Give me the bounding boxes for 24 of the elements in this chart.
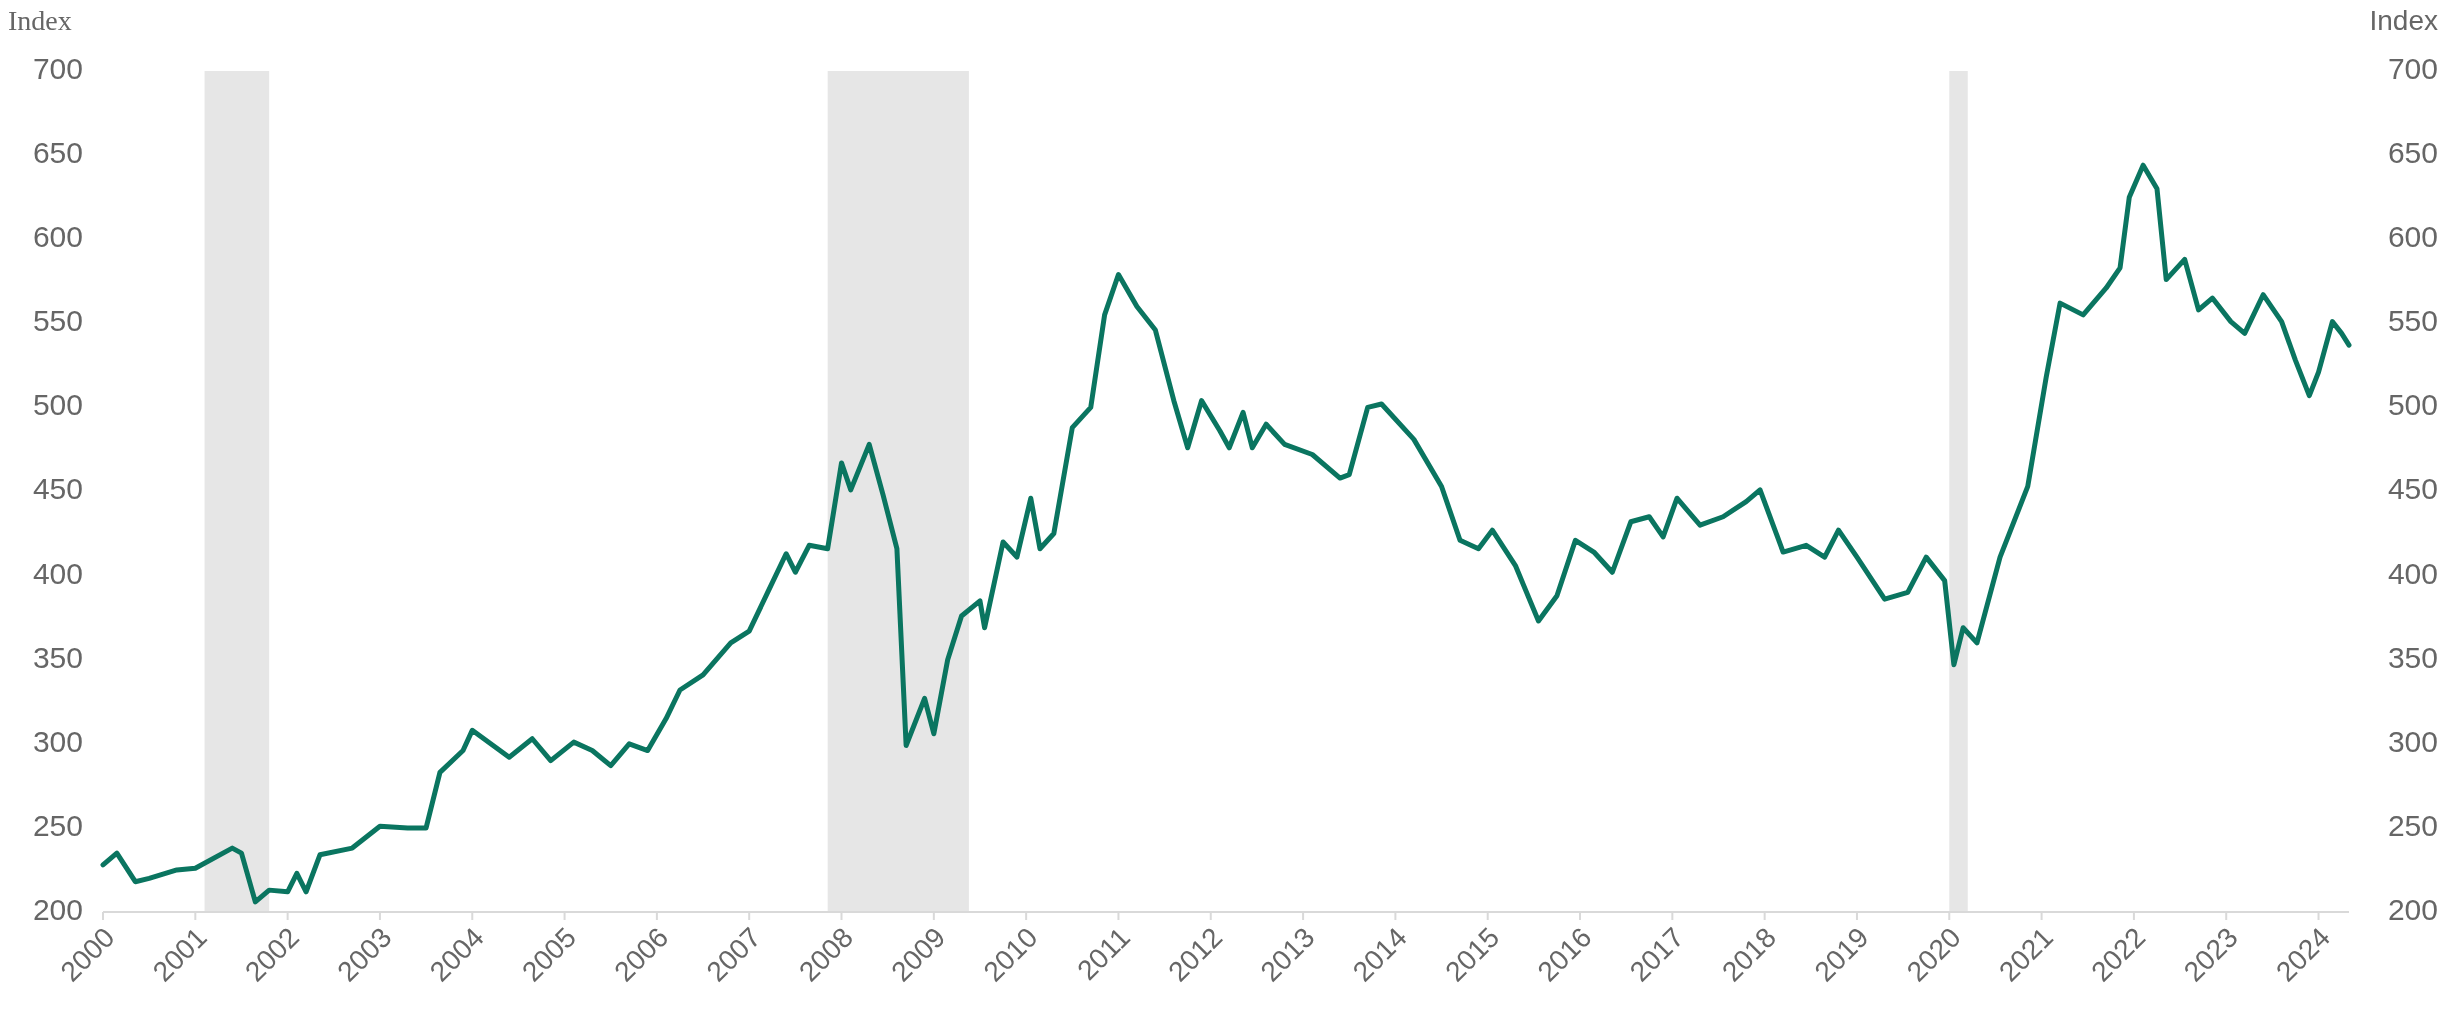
y-tick-label: 650 <box>32 136 83 170</box>
y2-tick-label: 550 <box>2387 304 2438 338</box>
y-tick-label: 450 <box>32 472 83 506</box>
y2-tick-label: 200 <box>2387 892 2438 926</box>
y-tick-label: 350 <box>32 640 83 674</box>
y2-tick-label: 500 <box>2387 388 2438 422</box>
y-tick-label: 600 <box>32 220 83 254</box>
y2-tick-label: 350 <box>2387 640 2438 674</box>
y-tick-label: 500 <box>32 388 83 422</box>
y-tick-label: 550 <box>32 304 83 338</box>
y-tick-label: 300 <box>32 724 83 758</box>
y2-tick-label: 650 <box>2387 136 2438 170</box>
y2-tick-label: 700 <box>2387 51 2438 85</box>
y2-tick-label: 250 <box>2387 808 2438 842</box>
y2-tick-label: 300 <box>2387 724 2438 758</box>
y2-tick-label: 600 <box>2387 220 2438 254</box>
y-tick-label: 700 <box>32 51 83 85</box>
y-tick-label: 200 <box>32 892 83 926</box>
y-tick-label: 400 <box>32 556 83 590</box>
y2-tick-label: 450 <box>2387 472 2438 506</box>
y-axis-title: Index <box>8 5 72 36</box>
y2-tick-label: 400 <box>2387 556 2438 590</box>
y-tick-label: 250 <box>32 808 83 842</box>
y2-axis-title: Index <box>2369 5 2438 36</box>
